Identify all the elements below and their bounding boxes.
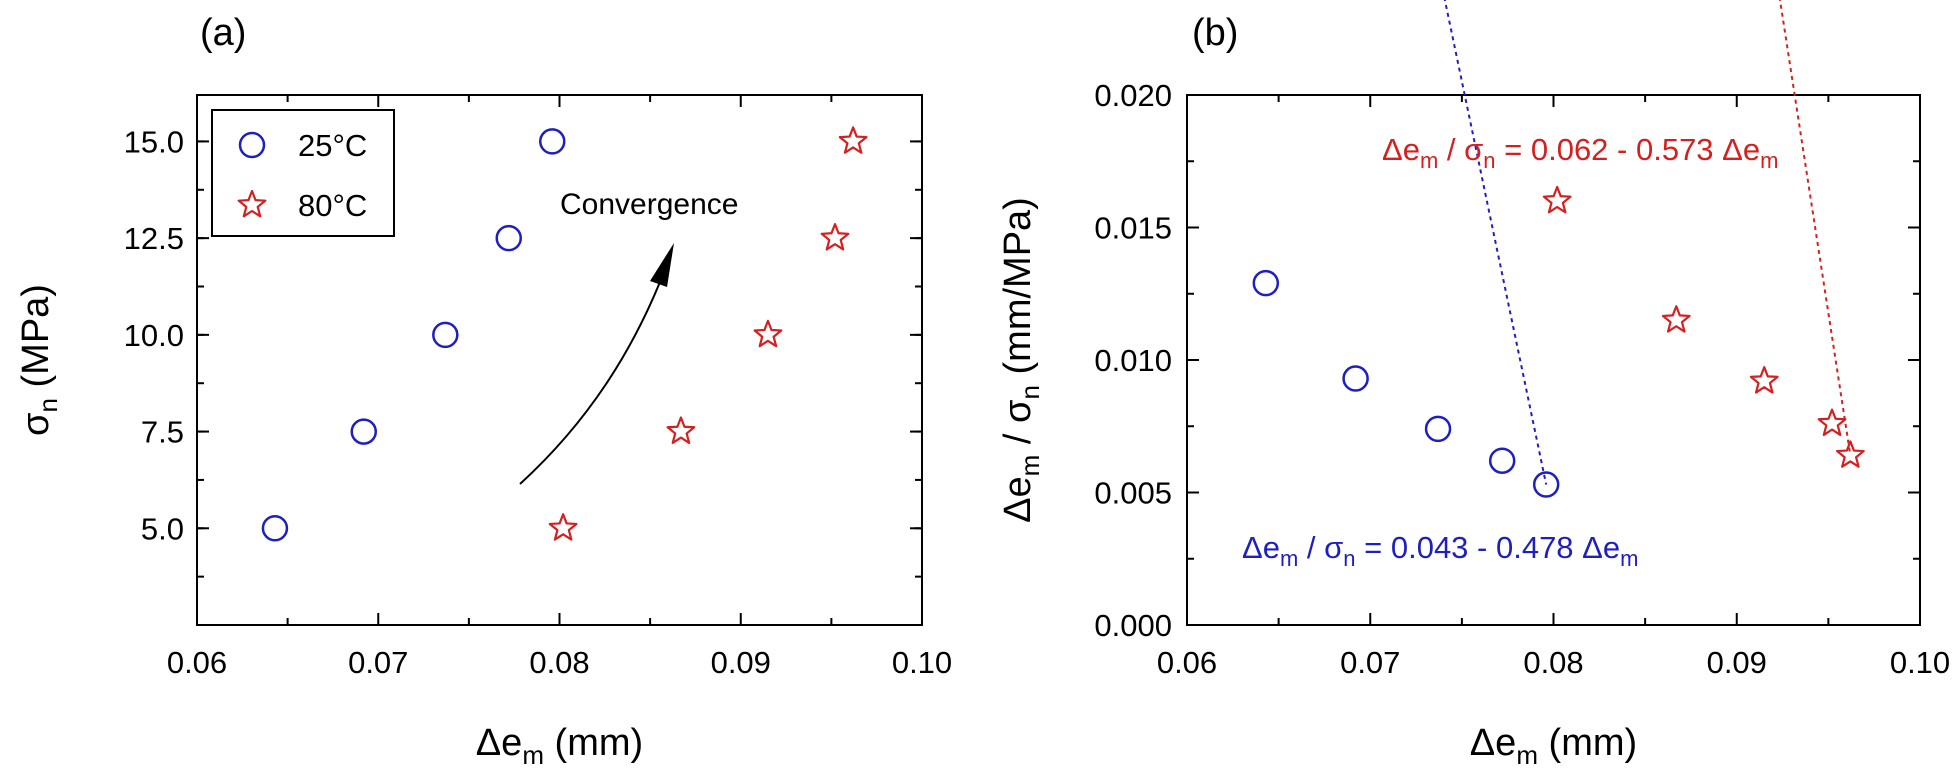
panel-label: (a) [200,12,246,54]
x-axis-title: Δem (mm) [1470,722,1637,770]
fit-equation-25c: Δem / σn = 0.043 - 0.478 Δem [1242,530,1638,571]
y-tick-label: 0.010 [1094,343,1172,378]
x-tick-label: 0.10 [892,645,952,680]
data-point-25c [539,128,566,155]
data-point-80c [838,126,868,154]
x-tick-label: 0.08 [1523,645,1583,680]
fit-line-80c [1778,0,1852,456]
annotation-convergence: Convergence [560,188,738,221]
y-tick-label: 0.015 [1094,211,1172,246]
y-tick-label: 7.5 [141,415,184,450]
data-point-80c [1749,366,1779,394]
x-tick-label: 0.06 [1157,645,1217,680]
data-point-80c [1835,440,1865,468]
x-tick-label: 0.09 [711,645,771,680]
legend-marker-25c [238,131,266,159]
data-point-80c [548,513,578,541]
y-tick-label: 0.020 [1094,78,1172,113]
y-tick-label: 12.5 [124,221,184,256]
data-point-25c [1342,365,1369,392]
y-tick-label: 0.000 [1094,608,1172,643]
legend-label: 25°C [298,128,367,163]
x-tick-label: 0.06 [167,645,227,680]
y-tick-label: 5.0 [141,511,184,546]
data-point-80c [1542,185,1572,214]
x-tick-label: 0.07 [348,645,408,680]
arrow-head [650,243,674,287]
arrow-line [519,281,661,485]
data-point-80c [820,223,850,251]
y-axis-title: Δem / σn (mm/MPa) [997,197,1045,523]
data-point-25c [350,418,377,445]
data-point-25c [1488,447,1516,474]
data-point-25c [495,224,522,252]
x-tick-label: 0.10 [1890,645,1950,680]
legend-marker-80c [237,189,267,218]
x-tick-label: 0.09 [1707,645,1767,680]
data-point-80c [1817,408,1847,437]
data-point-80c [666,416,696,444]
panel-label: (b) [1192,12,1238,54]
fit-equation-80c: Δem / σn = 0.062 - 0.573 Δem [1382,132,1778,173]
x-axis-title: Δem (mm) [476,722,643,770]
panel-a: 0.06 0.07 0.08 0.09 0.10 5.0 7.5 10.0 12.5 15.0 (a… [15,12,952,770]
y-tick-label: 10.0 [124,318,184,353]
data-point-25c [1532,471,1560,498]
data-point-80c [753,319,783,348]
fit-line-25c [1443,0,1548,485]
data-point-25c [1252,269,1280,297]
data-point-80c [1661,305,1691,333]
legend-box [211,109,395,237]
y-axis-title: σn (MPa) [15,284,63,436]
data-point-25c [432,321,459,349]
y-tick-label: 0.005 [1094,476,1172,511]
data-point-25c [261,515,289,542]
y-tick-label: 15.0 [124,124,184,159]
x-tick-label: 0.07 [1340,645,1400,680]
data-point-25c [1424,415,1452,443]
legend-label: 80°C [298,188,367,223]
panel-b: 0.06 0.07 0.08 0.09 0.10 0.000 0.005 0.010 0.015… [997,0,1950,770]
legend: 25°C 80°C [211,109,395,237]
x-tick-label: 0.08 [529,645,589,680]
